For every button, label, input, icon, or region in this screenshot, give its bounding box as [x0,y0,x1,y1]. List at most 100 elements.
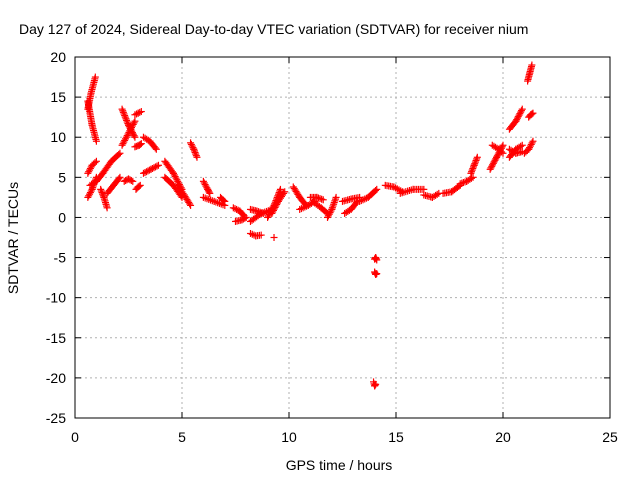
data-point [270,234,278,241]
data-point [471,158,479,166]
data-point [193,153,201,161]
data-point [499,141,507,149]
data-point [326,209,334,217]
data-point [120,138,128,146]
data-point [133,110,141,118]
data-point [525,145,533,153]
data-point [148,165,156,173]
y-tick-label: 0 [58,209,66,225]
data-point [135,182,143,190]
data-point [119,108,127,116]
data-point [357,197,365,205]
data-point [139,169,147,177]
data-point [470,161,478,169]
data-point [297,205,305,213]
axis-ticks: -25 -20 -15 -10 -5 0 5 10 15 20 0 5 10 15 20 25 [46,49,618,445]
data-point [188,142,196,150]
data-point [469,173,477,181]
data-point [136,140,144,148]
data-point [121,112,129,120]
data-point [173,176,181,184]
data-point [116,173,124,181]
data-point [91,73,99,81]
data-point [273,200,281,208]
data-point [142,168,150,176]
data-point [187,201,195,209]
data-point [499,149,507,157]
data-point [190,145,198,153]
data-point [202,182,210,190]
data-point [128,122,136,130]
data-point [276,185,284,193]
data-point [92,157,100,165]
data-point [86,190,94,198]
data-point [221,197,229,205]
data-point [471,160,479,168]
data-point [203,184,211,192]
x-tick-label: 25 [602,429,618,445]
data-point [313,193,321,201]
data-point [199,177,207,185]
data-point [492,155,500,163]
data-point [473,153,481,161]
data-point [122,135,130,143]
data-point [169,169,177,177]
data-point [86,189,94,197]
data-point [220,197,228,205]
data-point [229,204,237,212]
data-point [122,115,130,123]
data-point [121,113,129,121]
data-point [328,205,336,213]
data-point [118,105,126,113]
data-point [97,185,105,193]
data-point [92,137,100,145]
data-point [187,140,195,148]
data-point [116,149,124,157]
data-point [264,213,272,221]
y-tick-label: 10 [50,129,66,145]
data-point [201,181,209,189]
data-point [513,114,521,122]
data-point [330,199,338,207]
data-point [192,150,200,158]
data-point [257,231,265,239]
data-point [231,205,239,213]
data-point [528,61,536,69]
data-point [515,111,523,119]
data-point [122,133,130,141]
data-point [120,110,128,118]
data-point [491,156,499,164]
data-point [373,256,381,264]
data-point [123,116,131,124]
data-point [518,141,526,149]
data-point [192,152,200,160]
y-tick-label: -5 [54,250,67,266]
data-point [242,213,250,221]
data-point [137,108,145,116]
data-point [459,179,467,187]
data-point [136,181,144,189]
data-point [472,156,480,164]
data-point [488,162,496,170]
data-point [127,125,135,133]
data-point [190,147,198,155]
data-point [123,118,131,126]
data-point [191,148,199,156]
data-point [131,133,139,141]
data-point [127,124,135,132]
data-point [361,195,369,203]
data-point [529,109,537,117]
data-point [296,205,304,213]
data-point [486,165,494,173]
data-point [258,209,266,217]
y-axis-title: SDTVAR / TECUs [5,182,21,294]
data-point [487,164,495,172]
data-point [150,164,158,172]
data-point [328,204,336,212]
data-point [529,137,537,145]
data-point [318,195,326,203]
data-point [324,212,332,220]
data-point [329,202,337,210]
data-point [131,111,139,119]
data-point [147,165,155,173]
